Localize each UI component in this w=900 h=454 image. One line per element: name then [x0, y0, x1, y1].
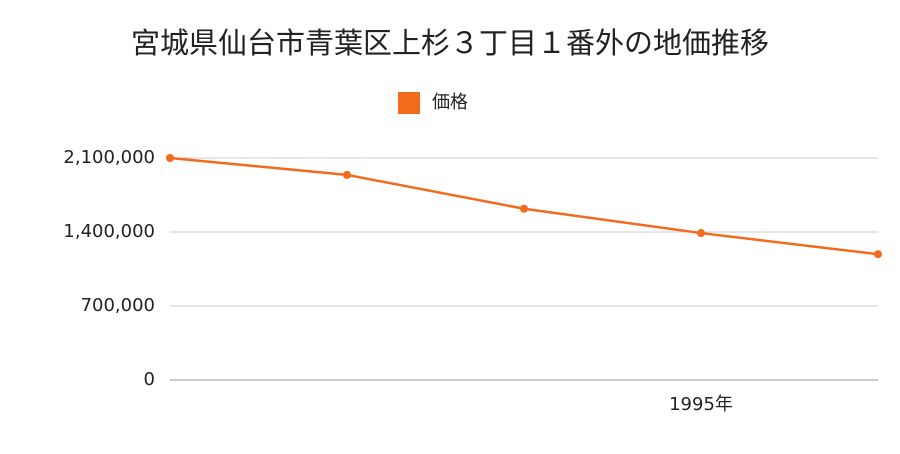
y-tick-label: 0	[144, 369, 155, 390]
y-tick-label: 2,100,000	[63, 147, 155, 168]
data-point	[874, 250, 882, 259]
data-point	[343, 170, 351, 179]
y-tick-label: 1,400,000	[63, 221, 155, 242]
data-point	[697, 229, 705, 238]
legend-label: 価格	[432, 92, 468, 113]
legend-swatch	[398, 92, 420, 114]
data-point	[166, 154, 174, 162]
chart-title: 宮城県仙台市青葉区上杉３丁目１番外の地価推移	[131, 26, 769, 60]
y-tick-label: 700,000	[81, 295, 155, 316]
x-tick-label: 1995年	[669, 394, 733, 415]
data-point	[520, 204, 528, 213]
